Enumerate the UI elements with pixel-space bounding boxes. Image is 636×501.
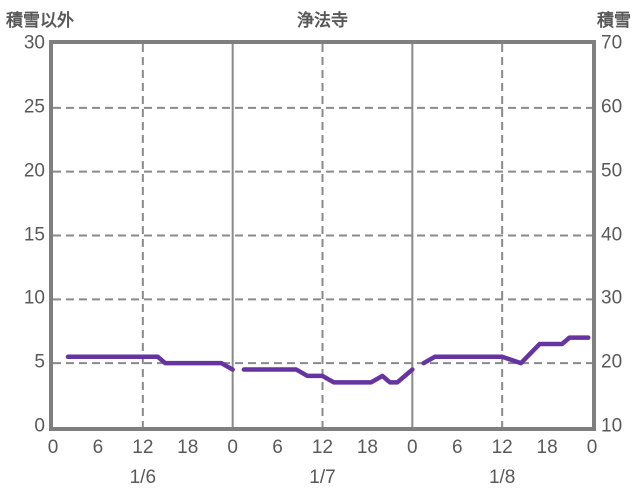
- right-axis-tick-60: 60: [601, 96, 623, 118]
- left-axis-tick-30: 30: [23, 32, 45, 54]
- x-axis-date-1-8: 1/8: [488, 467, 516, 488]
- left-axis-tick-20: 20: [23, 160, 45, 182]
- x-axis-tick-48h: 0: [407, 437, 418, 458]
- data-line-segment-0-2: [421, 335, 591, 366]
- left-axis-tick-15: 15: [23, 224, 45, 246]
- chart-title: 浄法寺: [297, 11, 348, 30]
- left-axis-tick-25: 25: [23, 96, 45, 118]
- x-axis-tick-36h: 12: [311, 437, 334, 458]
- left-axis-title: 積雪以外: [6, 11, 74, 30]
- x-axis-tick-72h: 0: [586, 437, 598, 458]
- left-axis-tick-10: 10: [23, 287, 45, 309]
- x-axis-date-1-6: 1/6: [129, 467, 157, 488]
- x-axis-tick-12h: 12: [132, 437, 154, 458]
- right-axis-tick-20: 20: [601, 351, 623, 373]
- x-axis-tick-42h: 18: [356, 437, 378, 458]
- right-axis-title: 積雪: [597, 11, 631, 30]
- x-axis-tick-30h: 6: [272, 437, 283, 458]
- plot-border: [49, 40, 596, 431]
- data-line-segment-0-1: [241, 367, 415, 385]
- right-axis-tick-70: 70: [601, 32, 623, 54]
- data-line-segment-0-0: [65, 354, 235, 372]
- right-axis-tick-10: 10: [601, 415, 623, 437]
- x-axis-tick-6h: 6: [92, 437, 104, 458]
- x-axis-tick-60h: 12: [491, 437, 513, 458]
- x-axis-tick-24h: 0: [227, 437, 238, 458]
- left-axis-tick-0: 0: [34, 415, 45, 437]
- x-axis-tick-18h: 18: [177, 437, 199, 458]
- right-axis-tick-50: 50: [601, 160, 623, 182]
- x-axis-tick-54h: 6: [451, 437, 463, 458]
- right-axis-tick-40: 40: [601, 224, 623, 246]
- right-axis-tick-30: 30: [601, 287, 623, 309]
- left-axis-tick-5: 5: [34, 351, 45, 373]
- x-axis-date-1-7: 1/7: [309, 467, 336, 488]
- x-axis-tick-66h: 18: [536, 437, 558, 458]
- x-axis-tick-0h: 0: [47, 437, 59, 458]
